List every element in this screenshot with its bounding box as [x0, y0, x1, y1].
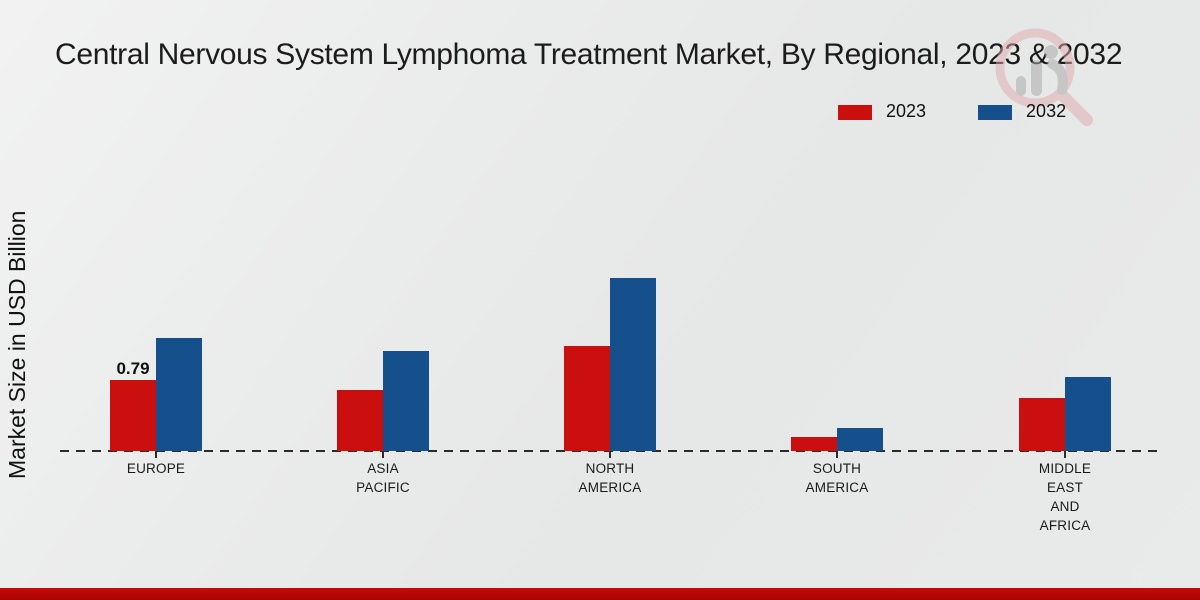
axis-tick-south-america: [836, 451, 838, 458]
axis-tick-north-america: [609, 451, 611, 458]
bar-2023-north-america: [564, 346, 610, 451]
legend-label-2023: 2023: [886, 101, 927, 121]
x-axis-baseline: [60, 450, 1157, 452]
bar-2023-europe: [110, 380, 156, 451]
bar-2023-middle-east-and-africa: [1019, 398, 1065, 451]
axis-tick-asia-pacific: [382, 451, 384, 458]
category-label-europe: EUROPE: [126, 461, 186, 476]
bar-2032-europe: [156, 338, 202, 451]
legend-label-2032: 2032: [1026, 101, 1067, 121]
category-label-asia-pacific: ASIA PACIFIC: [356, 461, 410, 495]
value-label-2023-europe: 0.79: [116, 359, 150, 378]
category-label-north-america: NORTH AMERICA: [578, 461, 642, 495]
legend-swatch-2023: [838, 105, 872, 120]
legend: 2023 2032: [838, 101, 1066, 122]
bar-2023-south-america: [791, 437, 837, 451]
bar-2023-asia-pacific: [337, 390, 383, 451]
bar-2032-asia-pacific: [383, 351, 429, 451]
footer-accent-strip: [0, 588, 1200, 600]
bar-2032-middle-east-and-africa: [1065, 377, 1111, 451]
category-label-middle-east-and-africa: MIDDLE EAST AND AFRICA: [1038, 461, 1092, 533]
market-research-magnifier-logo-icon: [995, 28, 1093, 126]
axis-tick-middle-east-and-africa: [1064, 451, 1066, 458]
axis-tick-europe: [155, 451, 157, 458]
bar-2032-south-america: [837, 428, 883, 451]
legend-swatch-2032: [978, 105, 1013, 120]
category-label-south-america: SOUTH AMERICA: [805, 461, 869, 495]
chart-title: Central Nervous System Lymphoma Treatmen…: [55, 38, 1123, 71]
bar-2032-north-america: [610, 278, 656, 451]
